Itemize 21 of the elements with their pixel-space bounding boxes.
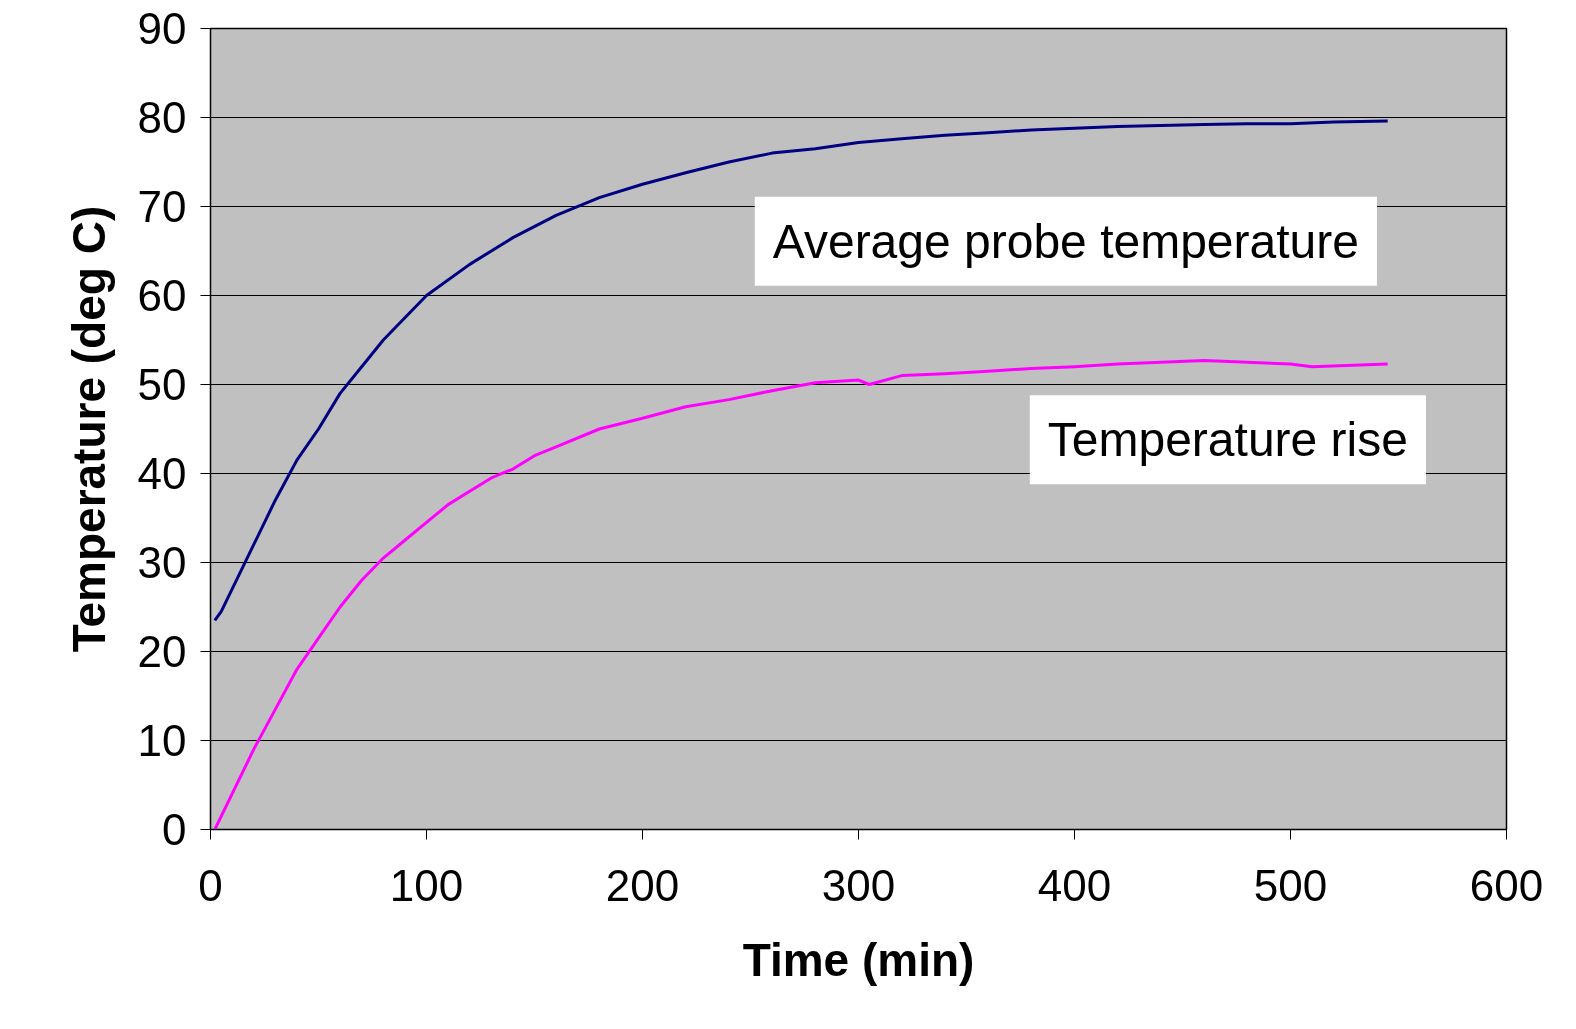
x-tick-label: 500	[1253, 860, 1328, 910]
x-tick-label: 600	[1469, 860, 1544, 910]
y-tick-label: 40	[137, 449, 187, 498]
x-tick-label: 400	[1037, 860, 1112, 910]
y-tick-label: 20	[137, 627, 187, 676]
y-tick-label: 80	[137, 93, 187, 142]
x-tick-label: 100	[389, 860, 464, 910]
y-axis-title: Temperature (deg C)	[62, 205, 115, 653]
y-tick-label: 10	[137, 716, 187, 765]
y-tick-label: 70	[137, 182, 187, 231]
y-tick-label: 0	[162, 805, 187, 854]
x-tick-label: 0	[198, 860, 223, 910]
x-axis-title: Time (min)	[742, 933, 975, 986]
x-tick-label: 200	[605, 860, 680, 910]
y-tick-label: 90	[137, 4, 187, 53]
y-tick-label: 30	[137, 538, 187, 587]
series-label: Temperature rise	[1047, 413, 1408, 467]
y-tick-label: 50	[137, 360, 187, 409]
y-tick-label: 60	[137, 271, 187, 320]
x-tick-label: 300	[821, 860, 896, 910]
series-label: Average probe temperature	[772, 214, 1359, 268]
